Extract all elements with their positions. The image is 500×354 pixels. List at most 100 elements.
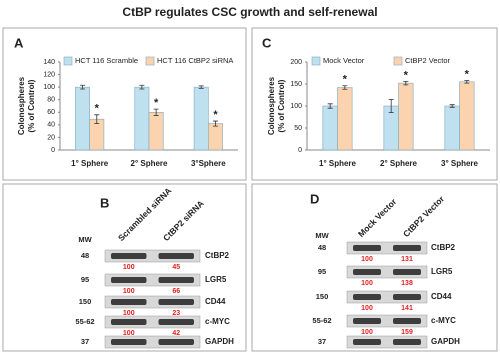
panel-label: C [262,35,272,50]
y-axis-label: Colonospheres [267,76,276,135]
protein-label: LGR5 [205,275,227,284]
bar [148,111,164,151]
band-quantity: 141 [401,305,413,312]
legend-swatch [393,56,403,66]
band-quantity: 100 [123,264,135,271]
blot-band [393,318,421,324]
legend-label: HCT 116 Scramble [75,56,138,65]
panel-frame [2,183,247,352]
blot-band [111,277,147,283]
panel-frame [2,27,247,181]
mw-header: MW [78,235,92,244]
band-quantity: 100 [123,310,135,317]
y-tick-label: 120 [43,71,55,78]
mw-value: 95 [318,267,326,276]
protein-label: CtBP2 [205,251,230,260]
panel-label: B [100,195,109,210]
mw-value: 48 [81,251,89,260]
band-quantity: 45 [172,264,180,271]
x-tick-label: 2° Sphere [131,159,169,168]
blot-band [393,294,421,300]
blot-band [353,339,381,345]
mw-value: 150 [316,292,329,301]
y-tick-label: 40 [47,122,55,129]
legend-label: HCT 116 CtBP2 siRNA [157,56,233,65]
mw-value: 95 [81,275,89,284]
blot-band [111,319,147,325]
band-quantity: 138 [401,280,413,287]
band-quantity: 42 [172,330,180,337]
blot-band [158,299,194,305]
blot-band [393,269,421,275]
bar [193,86,209,151]
y-tick-label: 0 [298,147,302,154]
band-quantity: 131 [401,256,413,263]
mw-value: 55-62 [75,317,94,326]
bar [337,87,353,151]
mw-value: 55-62 [312,316,331,325]
band-quantity: 66 [172,288,180,295]
y-tick-label: 60 [47,109,55,116]
band-quantity: 159 [401,329,413,336]
blot-band [111,299,147,305]
blot-band [393,339,421,345]
blot-band [353,269,381,275]
y-tick-label: 100 [43,84,55,91]
band-quantity: 100 [361,305,373,312]
protein-label: CD44 [205,297,226,306]
y-tick-label: 80 [47,97,55,104]
y-tick-label: 20 [47,134,55,141]
x-tick-label: 2° Sphere [380,159,418,168]
error-bar [80,84,86,90]
blot-band [111,253,147,259]
significance-mark: * [343,74,348,86]
bar [398,82,414,151]
blot-band [353,294,381,300]
panel-label: D [310,191,319,206]
bar [322,105,338,151]
significance-mark: * [404,69,409,81]
y-axis-label: (% of Control) [27,79,36,132]
mw-header: MW [315,231,329,240]
bar [134,86,150,151]
legend-swatch [311,56,321,66]
error-bar [212,120,218,127]
error-bar [464,80,470,84]
panel-label: A [14,35,24,50]
legend-label: Mock Vector [323,56,365,65]
protein-label: GAPDH [431,337,460,346]
mw-value: 37 [81,337,89,346]
protein-label: c-MYC [205,317,230,326]
protein-label: GAPDH [205,337,234,346]
error-bar [94,114,100,124]
significance-mark: * [465,68,470,80]
blot-band [353,318,381,324]
mw-value: 150 [79,297,92,306]
blot-band [158,339,194,345]
error-bar [342,85,348,90]
blot-band [158,253,194,259]
protein-label: CD44 [431,292,452,301]
band-quantity: 100 [123,288,135,295]
panel-frame [251,183,498,352]
y-tick-label: 50 [294,125,302,132]
y-tick-label: 140 [43,59,55,66]
error-bar [327,103,333,109]
protein-label: LGR5 [431,267,453,276]
error-bar [153,108,159,116]
legend-swatch [145,56,155,66]
x-tick-label: 3°Sphere [191,159,226,168]
y-tick-label: 150 [290,81,302,88]
error-bar [388,99,394,113]
bar [75,86,90,151]
band-quantity: 100 [123,330,135,337]
y-tick-label: 0 [51,147,55,154]
x-tick-label: 1° Sphere [71,159,109,168]
band-quantity: 100 [361,256,373,263]
band-quantity: 23 [172,310,180,317]
y-axis-label: (% of Control) [277,79,286,132]
y-axis-label: Colonospheres [17,76,26,135]
blot-band [111,339,147,345]
panel-frame [251,27,498,181]
